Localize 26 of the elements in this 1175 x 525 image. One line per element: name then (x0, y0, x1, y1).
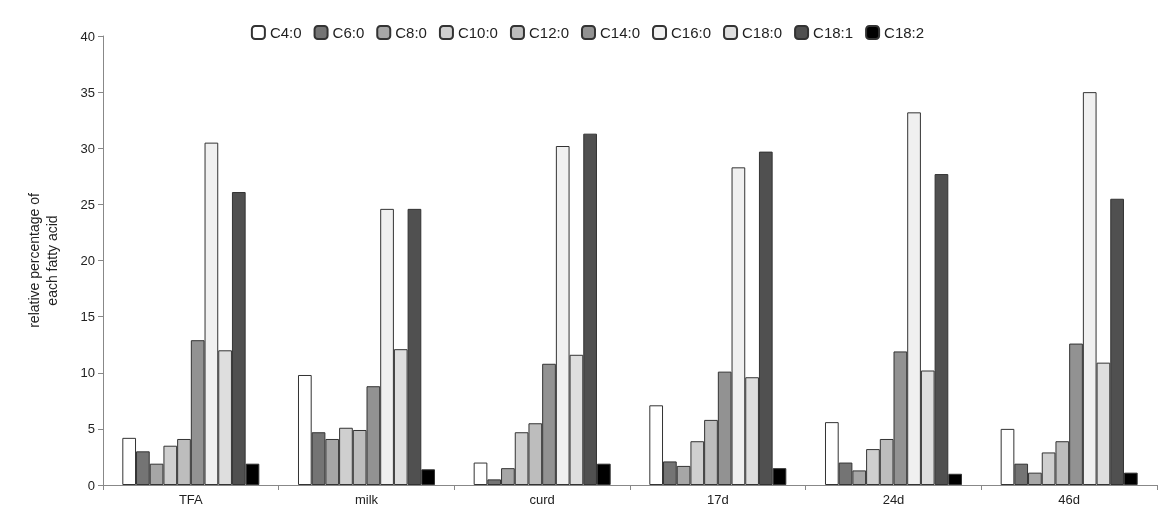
legend-label: C6:0 (332, 24, 365, 41)
legend-label: C18:1 (813, 24, 854, 41)
y-tick-label: 0 (87, 477, 95, 493)
y-tick-label: 5 (87, 421, 95, 437)
y-tick-label: 20 (80, 253, 95, 268)
legend-label: C8:0 (395, 24, 427, 41)
legend-label: C12:0 (528, 24, 569, 41)
y-tick-label: 15 (80, 309, 95, 325)
y-tick-label: 25 (80, 196, 95, 212)
x-tick-label: milk (354, 492, 379, 507)
x-tick-label: 17d (706, 492, 729, 507)
y-tick-label: 10 (80, 365, 95, 381)
legend-label: C4:0 (269, 24, 302, 41)
legend-label: C14:0 (599, 24, 641, 41)
y-tick-label: 35 (80, 84, 95, 100)
x-tick-label: 46d (1058, 492, 1081, 507)
y-axis-title: relative percentage of each fatty acid (26, 193, 60, 328)
legend-label: C10:0 (457, 24, 498, 41)
x-tick-label: curd (529, 492, 555, 507)
x-tick-label: TFA (178, 492, 204, 507)
y-tick-label: 40 (80, 28, 95, 44)
x-tick-label: 24d (882, 492, 905, 507)
legend-label: C18:0 (742, 24, 783, 41)
legend-label: C18:2 (884, 24, 925, 41)
legend-label: C16:0 (671, 24, 712, 41)
y-tick-label: 30 (80, 140, 95, 156)
